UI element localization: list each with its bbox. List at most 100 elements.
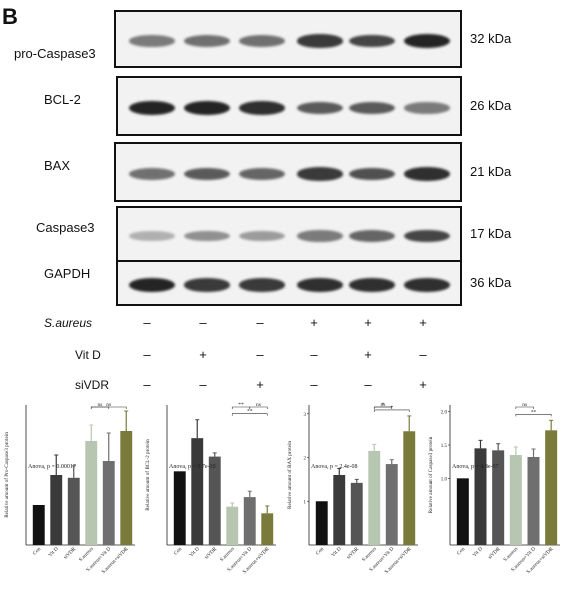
bar-s-aureus-sivdr [403, 431, 416, 545]
significance-bracket [373, 409, 410, 412]
bar-s-aureus-vitd [243, 497, 256, 545]
condition-sign: + [419, 315, 427, 330]
condition-label: S.aureus [44, 316, 93, 330]
bar-sivdr [67, 477, 80, 545]
bar-s-aureus [368, 450, 381, 545]
significance-label: * [382, 402, 385, 408]
molecular-weight-label: 32 kDa [470, 31, 512, 46]
x-tick-label: S.aureus [219, 546, 236, 563]
blot-bcl-2 [116, 76, 462, 136]
bar-s-aureus-vitd [527, 457, 540, 545]
condition-sign: – [143, 315, 151, 330]
y-axis-label: Relative amount of Caspase3 protein [427, 436, 434, 513]
significance-bracket [515, 406, 534, 409]
significance-label: ** [238, 402, 244, 408]
blot-band [404, 167, 450, 181]
condition-sign: + [199, 347, 207, 362]
bar-s-aureus-sivdr [120, 431, 133, 545]
blot-band [349, 34, 395, 48]
bar-chart-1: Relative amount of Pro-Caspase3 protein C… [3, 402, 135, 575]
x-tick-label: siVDR [63, 546, 78, 561]
anova-annotation: Anova, p = 0.00017 [28, 464, 76, 470]
blot-gapdh [116, 260, 462, 306]
blot-label: BAX [44, 158, 71, 173]
blot-label: BCL-2 [44, 92, 81, 107]
condition-sign: – [310, 377, 318, 392]
significance-label: ** [531, 409, 537, 415]
x-tick-label: Con [173, 546, 184, 557]
bar-s-aureus [509, 455, 522, 545]
condition-sign: – [143, 347, 151, 362]
panel-letter: B [2, 4, 18, 29]
condition-sign: – [419, 347, 427, 362]
bar-vitd [333, 475, 346, 545]
x-tick-label: Vit D [188, 546, 200, 558]
anova-annotation: Anova, p = 9.7e-10 [169, 464, 216, 470]
blot-band [404, 278, 450, 292]
bar-chart-4: 1.0 1.5 2.0 Relative amount of Caspase3 pro… [427, 402, 560, 575]
bar-s-aureus-vitd [385, 464, 398, 545]
molecular-weight-label: 26 kDa [470, 98, 512, 113]
bar-s-aureus [85, 441, 98, 545]
molecular-weight-label: 17 kDa [470, 226, 512, 241]
condition-sign: + [310, 315, 318, 330]
significance-bracket [231, 413, 268, 416]
bar-s-aureus [226, 506, 239, 545]
bar-vitd [474, 448, 487, 545]
significance-label: ** [247, 409, 253, 415]
blot-band [404, 34, 450, 48]
blot-band [349, 167, 395, 181]
x-tick-label: Con [456, 546, 467, 557]
bar-s-aureus-vitd [102, 461, 115, 545]
y-axis-label: Relative amount of BCL-2 protein [144, 439, 151, 511]
x-tick-label: Vit D [330, 546, 342, 558]
blot-band [129, 168, 175, 180]
blot-label: Caspase3 [36, 220, 95, 235]
x-tick-label: siVDR [204, 546, 219, 561]
condition-sign: – [256, 347, 264, 362]
blot-band [129, 278, 175, 292]
blot-band [297, 230, 343, 242]
y-tick-label: 2.0 [441, 411, 448, 416]
blot-band [239, 35, 285, 47]
blot-caspase3 [116, 206, 462, 262]
blot-band [184, 230, 230, 242]
bar-vitd [191, 438, 204, 545]
significance-bracket [231, 406, 251, 409]
condition-sign: – [199, 377, 207, 392]
blot-band [129, 231, 175, 241]
blot-band [184, 167, 230, 181]
blot-band [129, 101, 175, 115]
condition-sign: – [310, 347, 318, 362]
molecular-weight-label: 36 kDa [470, 275, 512, 290]
blot-band [184, 101, 230, 115]
bar-chart-3: 1 2 3 Relative amount of BAX protein Con Vit … [286, 402, 418, 575]
significance-bracket [373, 406, 393, 409]
blot-band [184, 278, 230, 292]
significance-label: ns [106, 402, 111, 408]
condition-sign: + [364, 315, 372, 330]
condition-sign: + [419, 377, 427, 392]
bar-con [173, 471, 186, 545]
blot-label: GAPDH [44, 266, 91, 281]
blot-band [239, 230, 285, 242]
blot-band [297, 167, 343, 181]
condition-label: siVDR [75, 378, 110, 392]
condition-sign: + [256, 377, 264, 392]
blot-pro-caspase3 [114, 10, 462, 68]
significance-label: ns [256, 402, 261, 408]
x-tick-label: Vit D [47, 546, 59, 558]
blot-bax [114, 142, 462, 202]
y-axis-label: Relative amount of Pro-Caspase3 protein [3, 432, 10, 518]
bar-sivdr [492, 450, 505, 545]
y-tick-label: 3 [304, 413, 307, 418]
x-tick-label: siVDR [487, 546, 502, 561]
y-tick-label: 1 [304, 500, 307, 505]
anova-annotation: Anova, p = 2.4e-08 [311, 464, 358, 470]
x-tick-label: S.aureus [502, 546, 519, 563]
bar-con [315, 501, 328, 545]
condition-label: Vit D [75, 348, 101, 362]
blot-band [404, 102, 450, 114]
bar-con [32, 505, 45, 545]
x-tick-label: siVDR [346, 546, 361, 561]
